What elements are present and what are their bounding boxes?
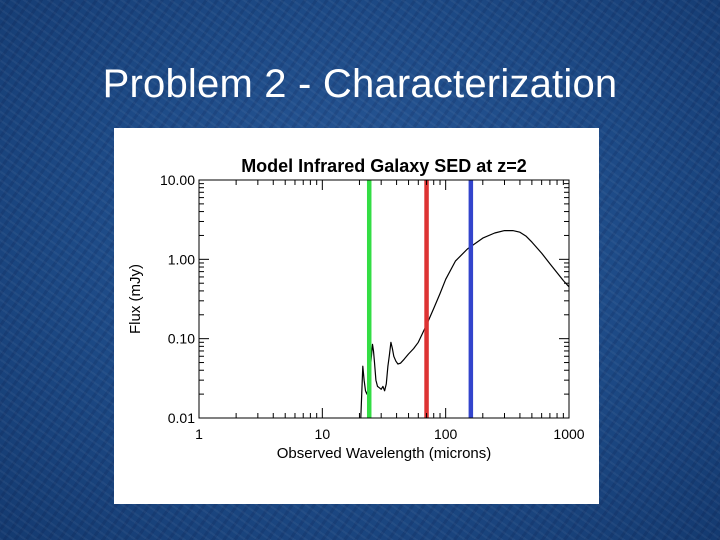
slide-title: Problem 2 - Characterization xyxy=(102,62,618,106)
y-tick-label: 0.10 xyxy=(168,331,195,347)
plot-area: 1 10 100 1000 0.01 0.10 1.00 10.00 xyxy=(160,172,585,442)
sed-series-line-0 xyxy=(360,229,570,419)
y-axis-label: Flux (mJy) xyxy=(127,264,144,334)
x-tick-label: 1000 xyxy=(553,426,584,442)
x-tick-label: 1 xyxy=(195,426,203,442)
chart-svg: Model Infrared Galaxy SED at z=2 1 10 100 1… xyxy=(127,156,585,462)
chart-title: Model Infrared Galaxy SED at z=2 xyxy=(241,156,527,176)
x-tick-label: 10 xyxy=(315,426,331,442)
y-tick-label: 1.00 xyxy=(168,251,195,267)
x-tick-label: 100 xyxy=(434,426,458,442)
plot-frame xyxy=(198,179,570,419)
chart-figure: Model Infrared Galaxy SED at z=2 1 10 100 1… xyxy=(114,128,599,504)
y-tick-label: 0.01 xyxy=(168,410,195,426)
y-tick-label: 10.00 xyxy=(160,172,195,188)
x-axis-label: Observed Wavelength (microns) xyxy=(277,445,492,462)
